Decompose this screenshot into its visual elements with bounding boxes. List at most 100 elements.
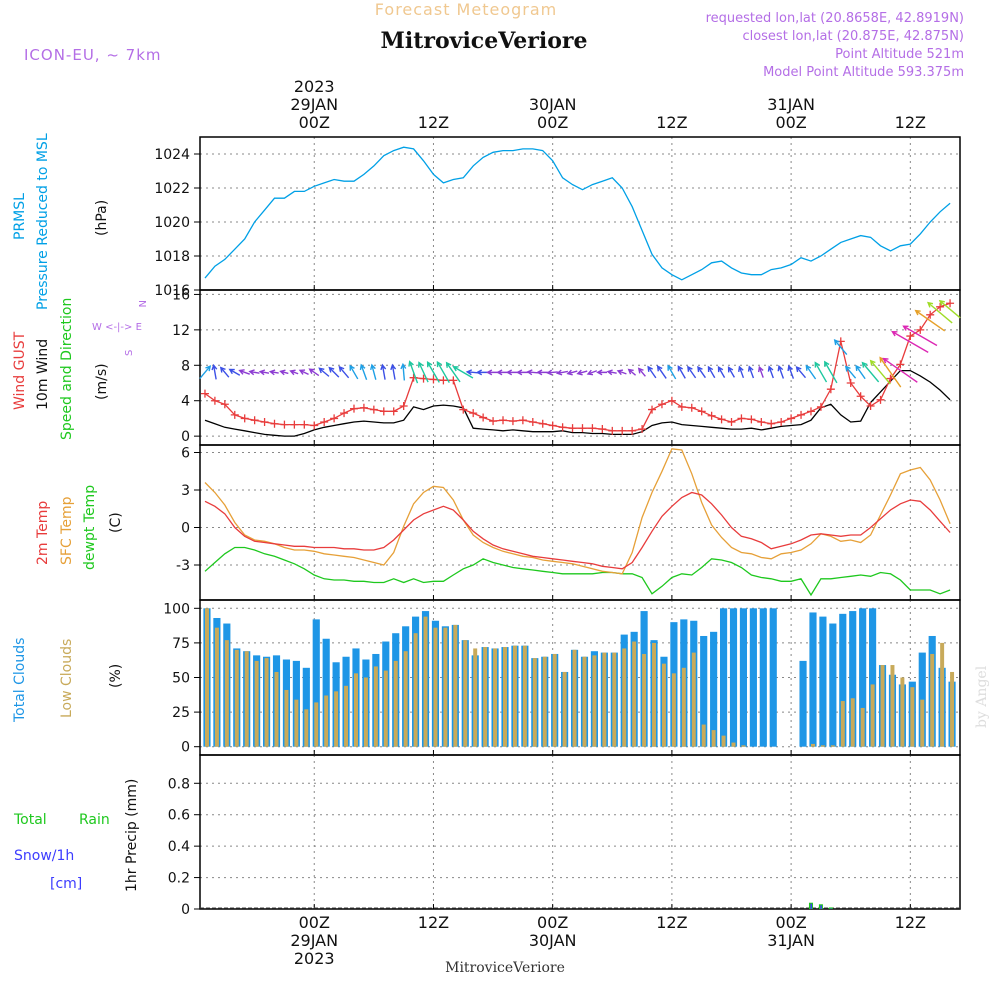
low-cloud-bar bbox=[473, 648, 478, 747]
gust-marker bbox=[876, 395, 885, 404]
precip-label-cm: [cm] bbox=[50, 876, 82, 892]
gust-marker bbox=[230, 410, 239, 419]
gust-marker bbox=[926, 310, 935, 319]
wind-direction-arrow bbox=[814, 361, 828, 383]
low-cloud-bar bbox=[294, 699, 299, 747]
wind-direction-arrow bbox=[238, 369, 250, 375]
low-cloud-bar bbox=[403, 651, 408, 747]
wind-label-unit: (m/s) bbox=[94, 363, 110, 400]
wind-direction-arrow bbox=[777, 364, 785, 379]
total-cloud-bar bbox=[739, 608, 748, 747]
wind-direction-arrow bbox=[426, 361, 440, 383]
temp-labels: 2m Temp SFC Temp dewpt Temp (C) bbox=[35, 485, 124, 570]
wind-direction-arrow bbox=[717, 365, 726, 378]
total-cloud-bar bbox=[312, 619, 320, 747]
low-cloud-bar bbox=[582, 656, 587, 747]
gust-marker bbox=[528, 417, 537, 426]
low-cloud-bar bbox=[652, 642, 657, 747]
wind-direction-arrow bbox=[697, 365, 706, 379]
gust-marker bbox=[886, 374, 895, 383]
gust-marker bbox=[439, 376, 448, 385]
top-time-label: 00Z bbox=[299, 113, 330, 132]
gust-marker bbox=[856, 392, 865, 401]
gust-marker bbox=[598, 425, 607, 434]
wind-direction-arrow bbox=[795, 365, 807, 379]
wind-label-10m: 10m Wind bbox=[35, 339, 51, 410]
compass-south: S bbox=[124, 350, 135, 356]
low-cloud-bar bbox=[840, 701, 845, 747]
gust-marker bbox=[499, 416, 508, 425]
temp-2m-line bbox=[204, 491, 951, 570]
gust-marker bbox=[250, 416, 259, 425]
gust-marker bbox=[846, 379, 855, 387]
clouds-ytick-label: 0 bbox=[181, 740, 190, 756]
pressure-ytick-label: 1016 bbox=[154, 283, 190, 299]
gust-marker bbox=[330, 414, 339, 423]
wind-direction-arrow bbox=[656, 365, 667, 379]
low-cloud-bar bbox=[483, 647, 488, 747]
wind-direction-arrow bbox=[308, 368, 320, 377]
wind-direction-arrow bbox=[938, 299, 961, 319]
cloud-label-total: Total Clouds bbox=[12, 638, 28, 723]
pressure-panel-frame bbox=[199, 136, 961, 291]
wind-direction-arrow bbox=[199, 365, 212, 379]
wind-direction-arrow bbox=[400, 362, 407, 381]
wind-ytick-label: 0 bbox=[181, 429, 190, 445]
low-cloud-bar bbox=[830, 745, 835, 747]
low-cloud-bar bbox=[393, 660, 398, 747]
low-cloud-bar bbox=[463, 640, 468, 747]
temperature-plot bbox=[204, 448, 951, 597]
wind-direction-arrow bbox=[844, 365, 857, 379]
wind-direction-arrow bbox=[914, 309, 946, 332]
low-cloud-bar bbox=[642, 653, 647, 747]
low-cloud-bar bbox=[363, 677, 368, 747]
gust-marker bbox=[608, 426, 617, 435]
gust-marker bbox=[618, 426, 627, 435]
low-cloud-bar bbox=[274, 671, 279, 747]
pressure-labels: PRMSL Pressure Reduced to MSL (hPa) bbox=[12, 133, 110, 310]
precip-ytick-label: 0.4 bbox=[168, 839, 190, 855]
low-cloud-bar bbox=[344, 685, 349, 747]
gust-marker bbox=[568, 424, 577, 433]
low-cloud-bar bbox=[453, 624, 458, 747]
low-cloud-bar bbox=[910, 687, 915, 747]
wind-direction-arrow bbox=[596, 369, 608, 376]
gust-marker bbox=[717, 415, 726, 424]
pressure-line bbox=[204, 146, 951, 281]
low-cloud-bar bbox=[810, 743, 815, 747]
low-cloud-bar bbox=[681, 667, 686, 747]
total-cloud-bar bbox=[719, 608, 728, 747]
panel-frames: 101610181020102210240481216-303602550751… bbox=[154, 136, 961, 918]
gust-marker bbox=[707, 411, 716, 420]
low-cloud-bar bbox=[443, 627, 448, 747]
low-cloud-bar bbox=[532, 658, 537, 747]
bottom-time-label: 30JAN bbox=[529, 931, 577, 950]
low-cloud-bar bbox=[522, 645, 527, 747]
pressure-label-prmsl: PRMSL bbox=[12, 193, 28, 240]
total-cloud-bar bbox=[869, 608, 877, 747]
low-cloud-bar bbox=[334, 691, 339, 747]
gust-marker bbox=[697, 407, 706, 416]
wind-direction-arrow bbox=[677, 365, 686, 379]
wind-direction-arrow bbox=[370, 363, 377, 380]
total-cloud-bar bbox=[849, 611, 857, 747]
wind-direction-arrow bbox=[586, 369, 598, 376]
total-cloud-bar bbox=[829, 623, 837, 747]
low-cloud-bar bbox=[284, 689, 289, 747]
cloud-label-unit: (%) bbox=[108, 664, 124, 688]
low-cloud-bar bbox=[900, 677, 905, 747]
gust-marker bbox=[687, 403, 696, 412]
wind-direction-arrow bbox=[380, 363, 387, 380]
wind-direction-arrow bbox=[536, 369, 548, 376]
top-time-label: 12Z bbox=[418, 113, 449, 132]
total-cloud-bar bbox=[729, 608, 738, 747]
gust-marker bbox=[340, 409, 349, 418]
total-precip-bar bbox=[820, 905, 822, 909]
wind-direction-arrow bbox=[747, 365, 755, 379]
bottom-time-label: 00Z bbox=[299, 913, 330, 932]
low-cloud-bar bbox=[661, 663, 666, 747]
gust-marker bbox=[389, 407, 398, 416]
gust-marker bbox=[379, 407, 388, 416]
gust-marker bbox=[518, 416, 527, 425]
